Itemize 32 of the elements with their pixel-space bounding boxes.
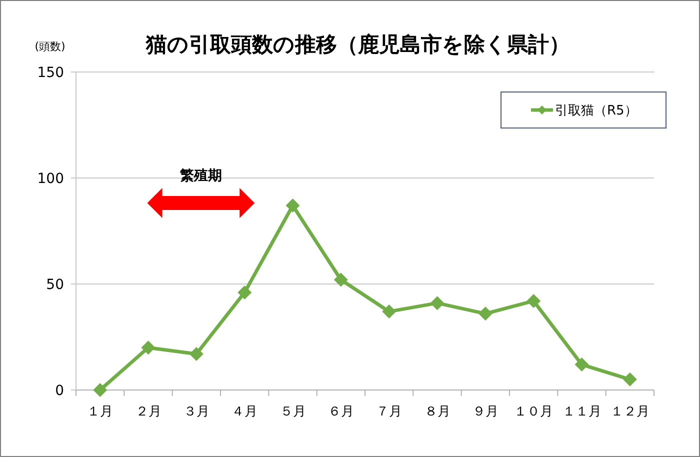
x-tick-label: ４月 — [232, 404, 258, 420]
legend-label: 引取猫（R5） — [555, 104, 638, 119]
point — [526, 294, 541, 308]
x-tick-label: １０月 — [514, 404, 554, 420]
y-tick-label: 50 — [46, 276, 64, 293]
x-tick-label: １１月 — [562, 404, 602, 420]
point — [141, 340, 156, 355]
x-tick-label: １２月 — [610, 404, 650, 420]
point — [430, 296, 444, 310]
x-tick-label: ５月 — [280, 404, 306, 420]
y-tick-label: 100 — [37, 170, 64, 187]
y-tick-label: 0 — [55, 382, 64, 399]
point — [622, 372, 637, 386]
point — [189, 346, 204, 361]
point — [334, 272, 348, 287]
x-tick-label: ３月 — [183, 404, 210, 420]
y-tick-label: 150 — [37, 64, 64, 81]
point — [93, 383, 108, 397]
chart-title: 猫の引取頭数の推移（鹿児島市を除く県計） — [145, 32, 570, 56]
x-tick-label: ８月 — [424, 404, 450, 420]
x-tick-label: １月 — [87, 404, 114, 420]
y-axis-title: (頭数) — [34, 40, 66, 53]
x-tick-label: ７月 — [376, 404, 402, 420]
point — [286, 198, 300, 213]
point — [574, 358, 589, 372]
point — [478, 306, 492, 321]
x-tick-label: ２月 — [135, 404, 162, 420]
point — [238, 285, 252, 300]
x-tick-label: ６月 — [328, 404, 354, 420]
point — [382, 304, 396, 319]
x-tick-label: ９月 — [472, 404, 498, 420]
annotation: 繁殖期 — [178, 168, 222, 184]
